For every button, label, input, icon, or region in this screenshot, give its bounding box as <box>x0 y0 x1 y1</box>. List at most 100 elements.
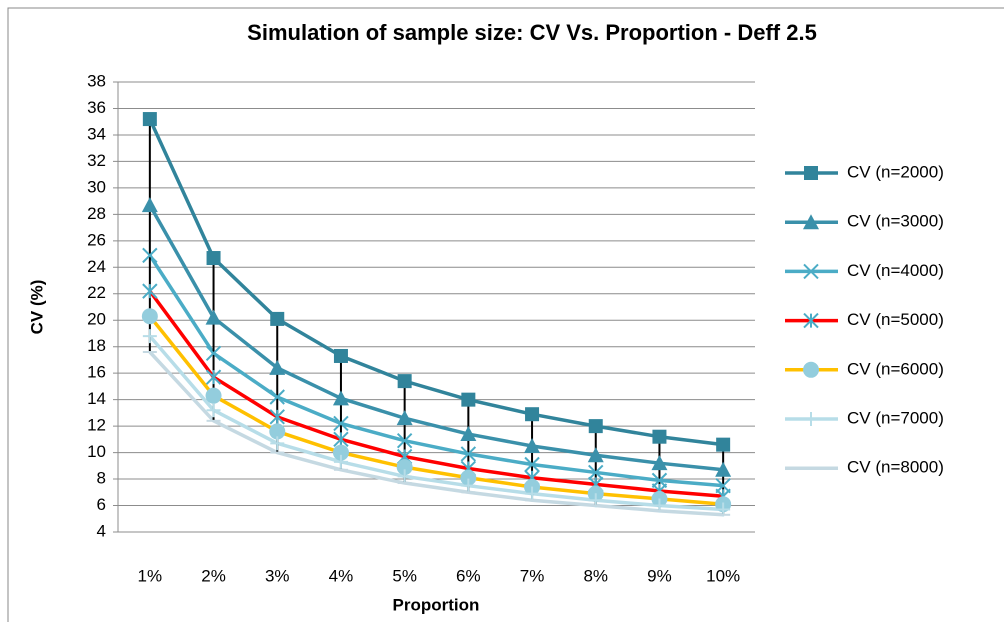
marker-star <box>269 409 285 425</box>
marker <box>141 197 158 213</box>
marker <box>588 419 603 434</box>
marker <box>270 436 285 451</box>
marker-circle <box>269 423 286 440</box>
legend-label: CV (n=2000) <box>847 162 944 181</box>
marker-square <box>716 437 731 452</box>
marker <box>524 437 541 453</box>
marker <box>332 444 349 461</box>
marker <box>333 415 349 432</box>
y-tick-label: 12 <box>87 416 106 435</box>
marker <box>651 455 668 471</box>
y-axis-title: CV (%) <box>27 280 46 335</box>
x-tick-label: 10% <box>706 566 740 585</box>
x-tick-label: 9% <box>647 566 672 585</box>
marker-plus <box>804 412 818 426</box>
y-tick-label: 20 <box>87 310 106 329</box>
marker-triangle <box>332 390 349 406</box>
marker <box>396 410 413 426</box>
marker-triangle <box>715 461 732 477</box>
marker <box>205 345 222 362</box>
marker-circle <box>460 469 477 486</box>
x-tick-label: 7% <box>520 566 545 585</box>
marker <box>141 308 158 325</box>
marker <box>803 214 819 230</box>
marker <box>804 412 818 426</box>
chart-frame <box>7 7 1004 622</box>
marker <box>269 409 285 425</box>
series-line <box>148 290 724 499</box>
marker-triangle <box>269 359 286 375</box>
y-tick-label: 36 <box>87 98 106 117</box>
marker-triangle <box>205 309 222 325</box>
marker <box>460 426 477 442</box>
legend-label: CV (n=3000) <box>847 212 944 231</box>
legend-label: CV (n=8000) <box>847 458 944 477</box>
series-line <box>148 334 724 512</box>
y-tick-label: 28 <box>87 204 106 223</box>
marker-square <box>270 311 285 326</box>
marker-circle <box>396 459 413 476</box>
x-tick-label: 1% <box>138 566 163 585</box>
series-line <box>148 254 724 488</box>
marker-triangle <box>396 410 413 426</box>
y-tick-label: 14 <box>87 389 106 408</box>
marker <box>524 456 540 473</box>
marker-plus <box>397 469 412 484</box>
series-line <box>148 315 724 506</box>
legend-label: CV (n=6000) <box>847 359 944 378</box>
marker <box>716 437 731 452</box>
y-tick-label: 16 <box>87 363 106 382</box>
x-tick-label: 4% <box>329 566 354 585</box>
marker <box>460 446 477 462</box>
marker <box>652 429 667 444</box>
marker-triangle <box>803 214 819 230</box>
marker-circle <box>803 361 819 378</box>
marker <box>803 263 819 280</box>
marker-plus <box>333 454 348 469</box>
marker <box>205 387 222 404</box>
marker-square <box>804 166 818 180</box>
x-tick-label: 8% <box>583 566 608 585</box>
chart-title: Simulation of sample size: CV Vs. Propor… <box>247 20 817 45</box>
marker-x <box>333 415 349 432</box>
marker <box>332 390 349 406</box>
marker <box>396 432 413 449</box>
marker-plus <box>270 436 285 451</box>
series-line <box>148 204 724 472</box>
marker <box>396 459 413 476</box>
marker <box>333 431 349 448</box>
marker <box>525 486 540 501</box>
marker-x <box>588 464 604 481</box>
marker-star <box>205 369 222 385</box>
marker-star <box>803 312 819 329</box>
series-line <box>148 350 724 517</box>
marker <box>804 166 818 180</box>
marker-square <box>142 112 157 127</box>
marker <box>461 392 476 407</box>
marker-x <box>142 247 158 264</box>
marker-x <box>396 432 413 449</box>
y-tick-label: 38 <box>87 71 106 90</box>
y-tick-label: 32 <box>87 151 106 170</box>
y-tick-label: 26 <box>87 230 106 249</box>
marker-square <box>588 419 603 434</box>
marker-triangle <box>524 437 541 453</box>
marker-circle <box>332 444 349 461</box>
marker-star <box>142 283 158 299</box>
x-tick-label: 3% <box>265 566 290 585</box>
legend-label: CV (n=7000) <box>847 408 944 427</box>
marker <box>205 369 222 385</box>
lines <box>148 118 725 517</box>
marker-circle <box>205 387 222 404</box>
x-tick-label: 5% <box>392 566 417 585</box>
marker <box>142 283 158 299</box>
marker-x <box>803 263 819 280</box>
x-tick-label: 6% <box>456 566 481 585</box>
marker-triangle <box>460 426 477 442</box>
marker-x <box>524 456 540 473</box>
marker-plus <box>142 329 157 344</box>
marker-square <box>333 348 348 363</box>
marker <box>333 348 348 363</box>
marker <box>269 389 285 405</box>
